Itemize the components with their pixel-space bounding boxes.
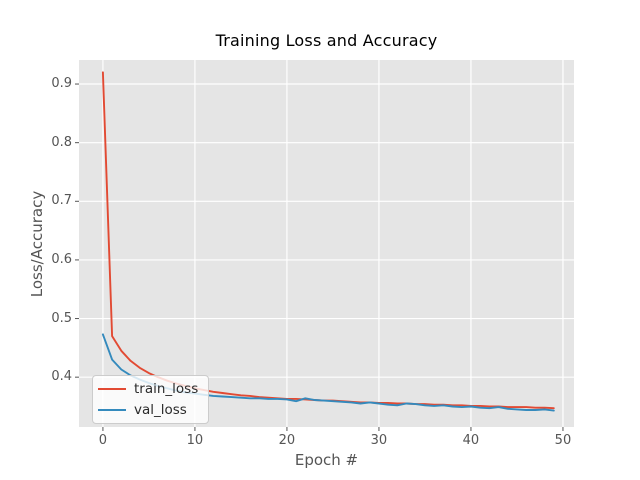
y-tick-label: 0.7	[51, 193, 72, 209]
x-tick-label: 30	[370, 433, 388, 448]
legend-label: val_loss	[134, 402, 187, 418]
y-tick-label: 0.5	[51, 310, 72, 326]
legend-item-val-loss: val_loss	[98, 402, 198, 418]
x-tick-label: 20	[278, 433, 296, 448]
y-tick-label: 0.8	[51, 134, 72, 150]
train-loss-line-swatch	[98, 388, 126, 390]
y-tick-label: 0.4	[51, 369, 72, 385]
chart-title: Training Loss and Accuracy	[215, 31, 438, 50]
y-tick-label: 0.6	[51, 251, 72, 267]
x-tick-label: 50	[554, 433, 572, 448]
plot-background	[79, 60, 574, 427]
x-tick-label: 40	[462, 433, 480, 448]
val-loss-line-swatch	[98, 409, 126, 411]
legend-label: train_loss	[134, 381, 199, 397]
x-tick-label: 0	[98, 433, 108, 448]
y-tick-label: 0.9	[51, 76, 72, 92]
x-tick-label: 10	[186, 433, 204, 448]
legend: train_loss val_loss	[92, 375, 210, 424]
x-axis-label: Epoch #	[294, 451, 359, 469]
y-axis-label: Loss/Accuracy	[28, 190, 46, 298]
legend-item-train-loss: train_loss	[98, 381, 198, 397]
